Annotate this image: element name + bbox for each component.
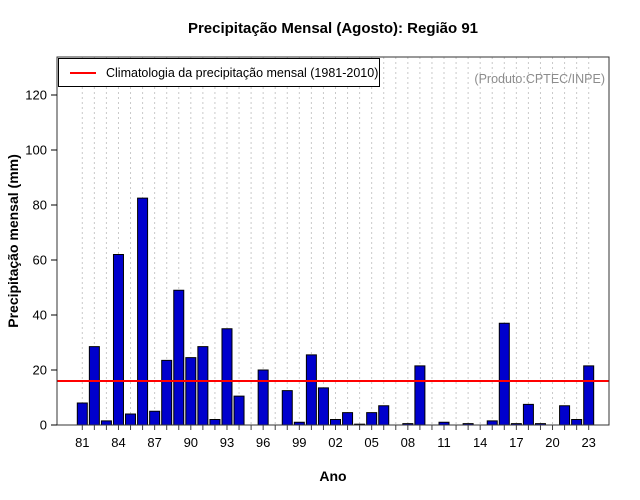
bar (185, 357, 197, 426)
bar (125, 413, 137, 426)
bar (257, 369, 269, 426)
bar (342, 412, 354, 426)
x-tick-label: 20 (545, 435, 559, 450)
x-tick-label: 11 (437, 435, 451, 450)
x-tick-label: 96 (256, 435, 270, 450)
legend-label: Climatologia da precipitação mensal (198… (106, 65, 379, 80)
x-tick-label: 02 (328, 435, 342, 450)
x-tick-label: 17 (509, 435, 523, 450)
y-tick-label: 120 (25, 88, 47, 103)
x-tick-label: 23 (581, 435, 595, 450)
x-tick-label: 99 (292, 435, 306, 450)
bar (173, 289, 185, 426)
bar (281, 390, 293, 426)
bar (583, 365, 595, 426)
y-tick-label: 60 (33, 253, 47, 268)
legend: Climatologia da precipitação mensal (198… (58, 58, 380, 87)
bar (100, 420, 112, 426)
bar (366, 412, 378, 426)
x-tick-label: 81 (75, 435, 89, 450)
bar (209, 419, 221, 426)
bar (522, 403, 534, 426)
x-tick-label: 84 (111, 435, 125, 450)
product-note: (Produto:CPTEC/INPE) (474, 72, 605, 86)
bar (559, 405, 571, 426)
x-tick-label: 93 (220, 435, 234, 450)
x-axis-title: Ano (319, 468, 347, 484)
x-tick-label: 87 (147, 435, 161, 450)
bar (317, 387, 329, 426)
y-tick-label: 100 (25, 143, 47, 158)
bar (149, 410, 161, 426)
x-tick-label: 90 (184, 435, 198, 450)
plot-border (56, 56, 610, 426)
bar (221, 328, 233, 426)
bar (76, 402, 88, 426)
x-tick-label: 05 (364, 435, 378, 450)
chart-title: Precipitação Mensal (Agosto): Região 91 (187, 20, 479, 37)
bar (161, 359, 173, 426)
y-tick-label: 0 (40, 418, 47, 433)
bar (498, 322, 510, 426)
x-tick-label: 14 (473, 435, 487, 450)
y-tick-label: 20 (33, 363, 47, 378)
bar (197, 346, 209, 426)
bar (112, 254, 124, 426)
y-axis-title: Precipitação mensal (mm) (5, 154, 21, 328)
bar (137, 197, 149, 426)
bar (305, 354, 317, 426)
climatology-line-swatch (70, 71, 96, 74)
bar (571, 419, 583, 426)
y-tick-label: 80 (33, 198, 47, 213)
bar (329, 419, 341, 426)
bar (233, 395, 245, 426)
bar (486, 420, 498, 426)
bar (414, 365, 426, 426)
bar (88, 346, 100, 426)
x-tick-label: 08 (401, 435, 415, 450)
y-tick-label: 40 (33, 308, 47, 323)
bar (378, 405, 390, 426)
